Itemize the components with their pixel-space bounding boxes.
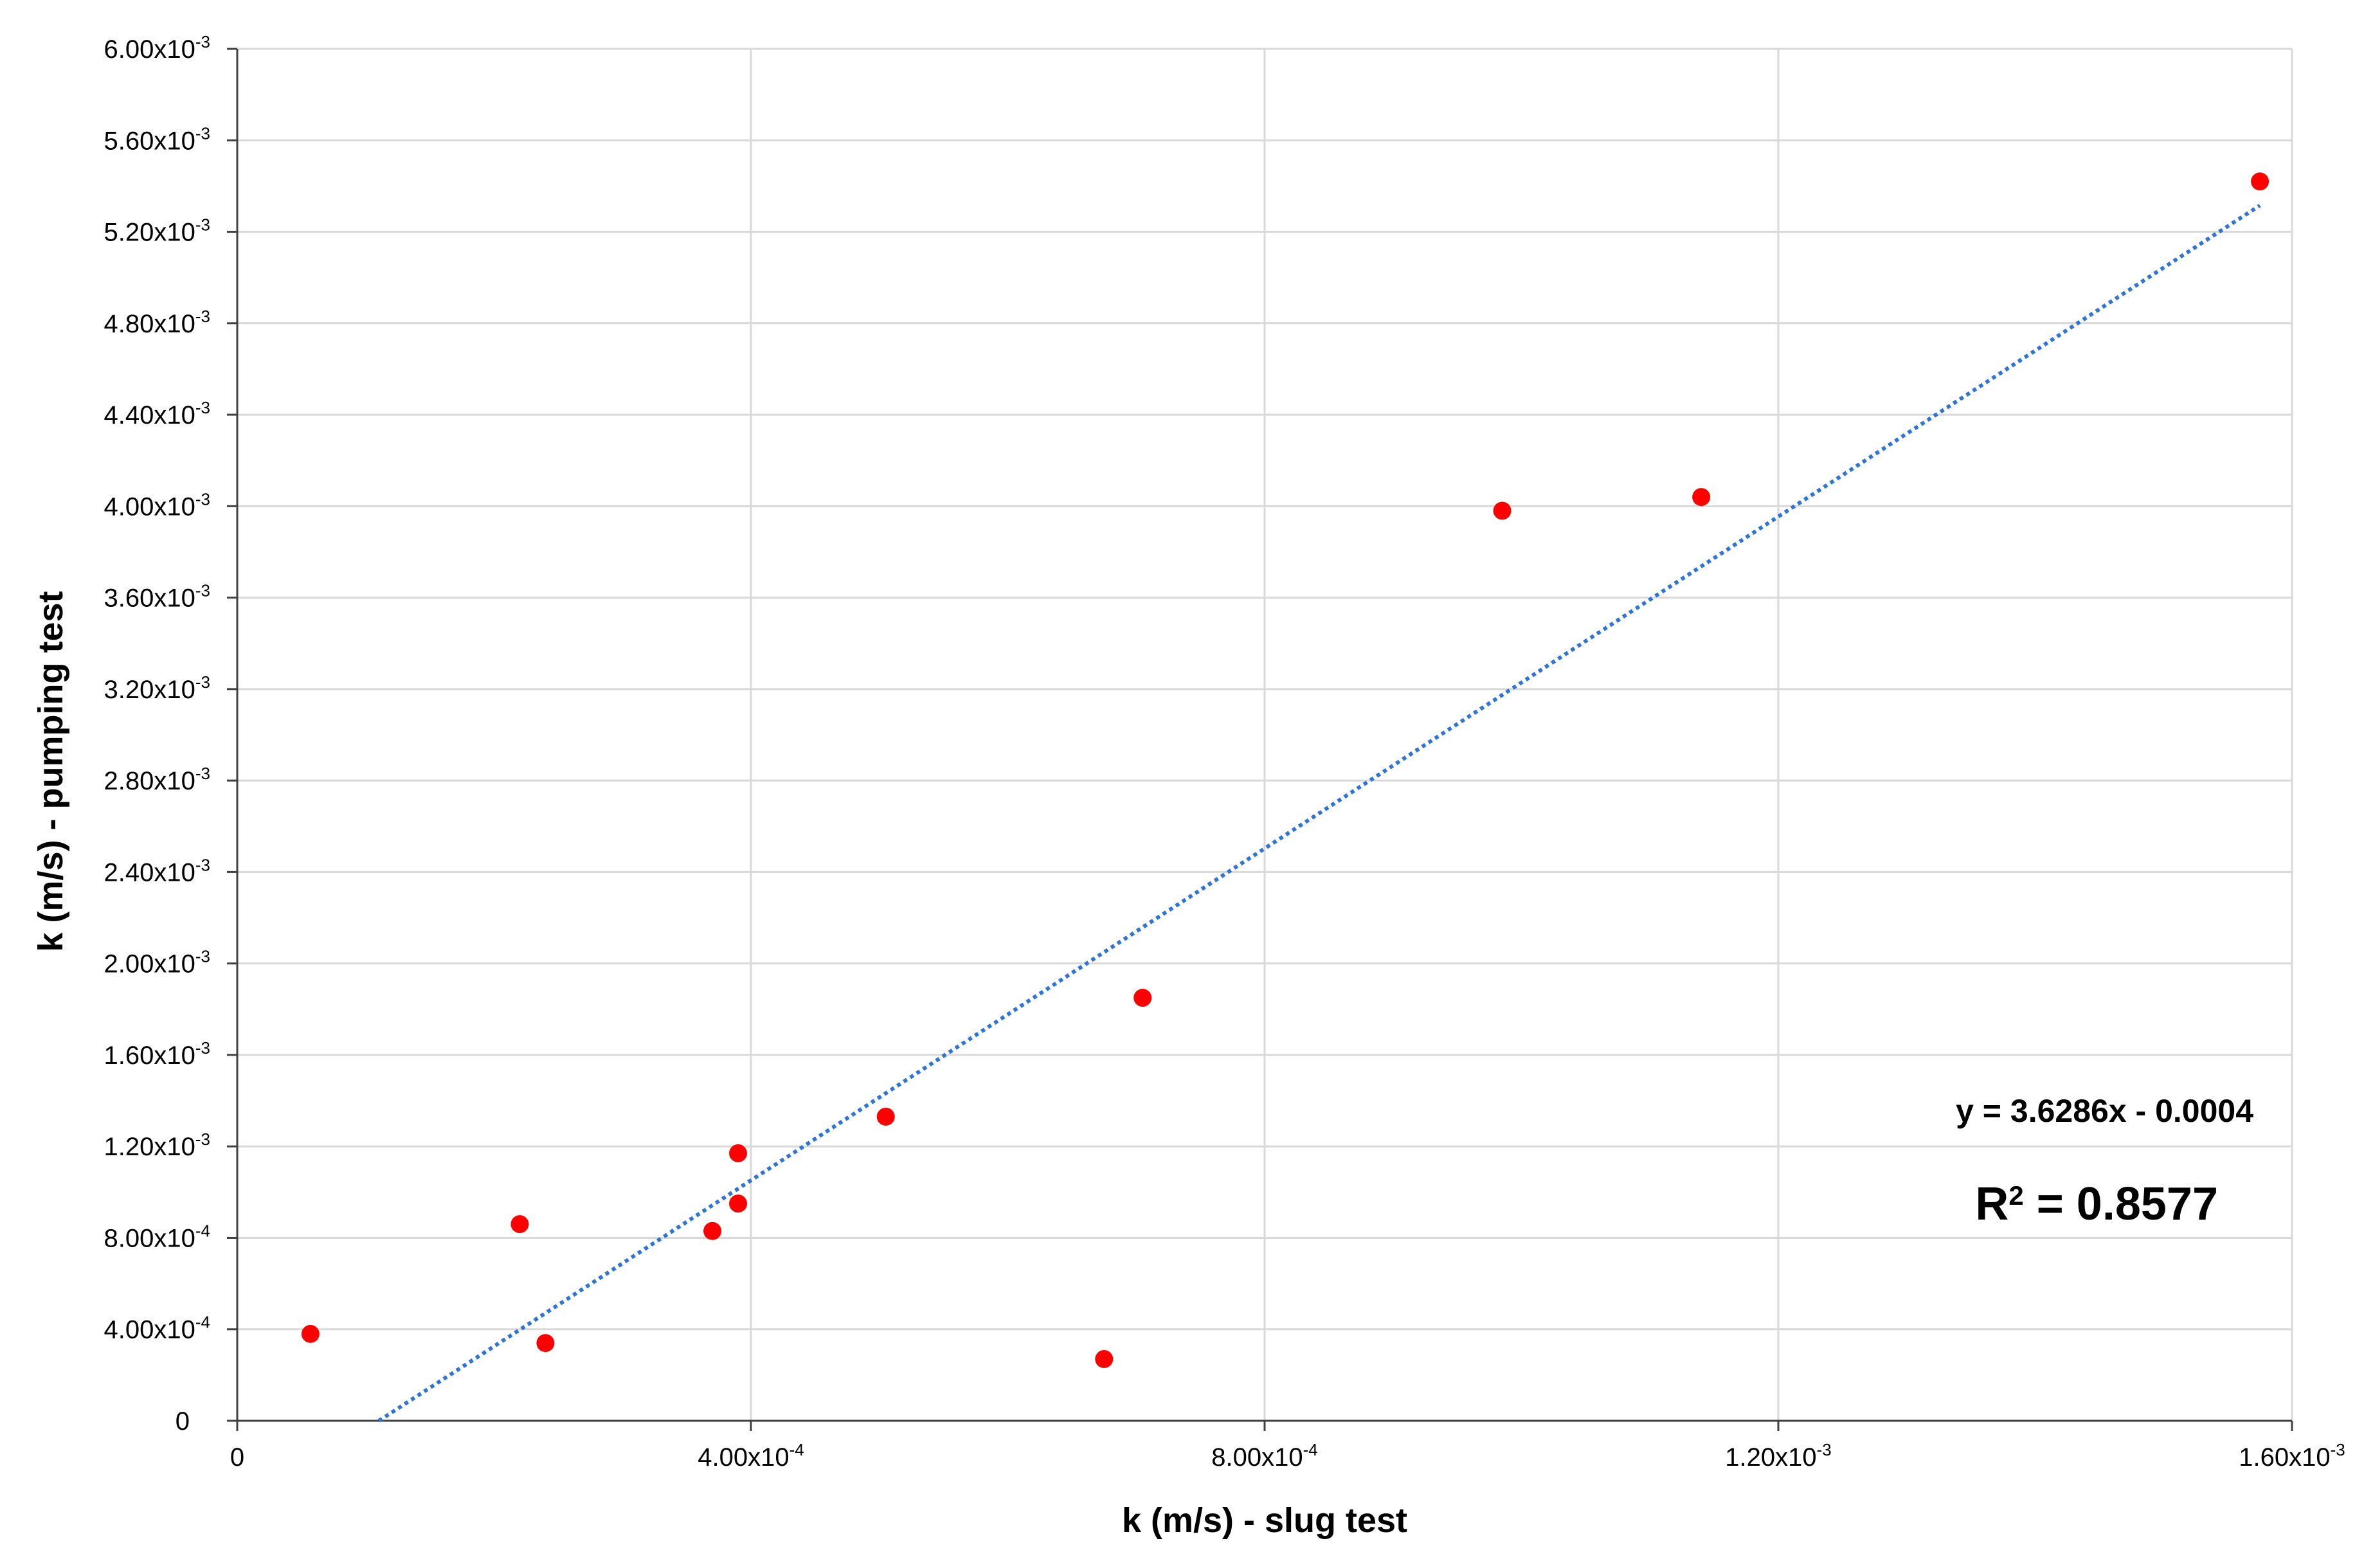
y-tick-exponent: -3: [195, 947, 210, 966]
y-tick-label: 5.20x10-3: [104, 215, 210, 247]
y-tick-mantissa: 2.40x10: [104, 858, 195, 887]
y-tick-label: 4.40x10-3: [104, 398, 210, 429]
y-axis-title: k (m/s) - pumping test: [32, 591, 70, 951]
y-tick-labels: 04.00x10-48.00x10-41.20x10-31.60x10-32.0…: [104, 32, 210, 1436]
data-point: [301, 1324, 320, 1343]
y-tick-label: 2.80x10-3: [104, 764, 210, 795]
data-point: [729, 1194, 748, 1213]
y-tick-exponent: -3: [195, 855, 210, 874]
x-tick-labels: 0 4.00x10-4 8.00x10-4 1.20x10-3 1.60x10-3: [230, 1440, 2345, 1472]
r-squared-value: = 0.8577: [2024, 1178, 2218, 1230]
y-tick-exponent: -3: [195, 1130, 210, 1149]
gridlines: [237, 48, 2293, 1421]
y-tick-label: 1.60x10-3: [104, 1038, 210, 1070]
y-tick-exponent: -3: [195, 581, 210, 600]
y-tick-mantissa: 5.60x10: [104, 127, 195, 155]
y-tick-label: 3.20x10-3: [104, 672, 210, 704]
r-squared-label: R2 = 0.8577: [1975, 1178, 2218, 1230]
x-tick-mantissa: 4.00x10: [698, 1443, 789, 1472]
x-tick-mantissa: 1.60x10: [2239, 1443, 2330, 1472]
y-tick-exponent: -3: [195, 764, 210, 783]
r-squared-superscript: 2: [2008, 1180, 2023, 1211]
data-point: [729, 1144, 748, 1162]
y-tick-mantissa: 3.60x10: [104, 584, 195, 613]
x-tick-label: 0: [230, 1443, 244, 1472]
y-tick-label: 3.60x10-3: [104, 581, 210, 613]
data-point: [1095, 1349, 1114, 1368]
data-point: [703, 1221, 722, 1240]
y-tick-mantissa: 8.00x10: [104, 1224, 195, 1252]
data-point: [536, 1334, 555, 1353]
y-tick-mantissa: 4.00x10: [104, 1316, 195, 1344]
y-tick-exponent: -3: [195, 215, 210, 235]
axes: [227, 48, 2293, 1431]
data-point: [1493, 501, 1511, 520]
data-point: [2251, 172, 2269, 191]
y-tick-mantissa: 1.60x10: [104, 1041, 195, 1070]
y-tick-mantissa: 3.20x10: [104, 676, 195, 704]
r-squared-r: R: [1975, 1178, 2008, 1230]
y-tick-exponent: -3: [195, 32, 210, 51]
x-tick-exponent: -4: [789, 1440, 804, 1459]
y-tick-label: 1.20x10-3: [104, 1130, 210, 1161]
data-point: [510, 1215, 529, 1234]
x-tick-label: 1.60x10-3: [2239, 1440, 2345, 1472]
x-tick-label: 8.00x10-4: [1211, 1440, 1317, 1472]
y-tick-mantissa: 2.00x10: [104, 950, 195, 978]
y-tick-label: 4.00x10-3: [104, 489, 210, 521]
x-tick-label: 4.00x10-4: [698, 1440, 804, 1472]
y-tick-exponent: -3: [195, 1038, 210, 1058]
y-tick-exponent: -4: [195, 1313, 210, 1332]
y-tick-mantissa: 6.00x10: [104, 35, 195, 64]
y-tick-exponent: -3: [195, 672, 210, 692]
y-tick-mantissa: 1.20x10: [104, 1133, 195, 1161]
data-points: [301, 172, 2269, 1368]
y-tick-label: 2.00x10-3: [104, 947, 210, 978]
x-tick-label: 1.20x10-3: [1725, 1440, 1831, 1472]
y-tick-label: 2.40x10-3: [104, 855, 210, 887]
y-tick-mantissa: 4.40x10: [104, 401, 195, 429]
y-tick-label: 4.00x10-4: [104, 1313, 210, 1344]
y-tick-label: 8.00x10-4: [104, 1221, 210, 1252]
x-axis-title: k (m/s) - slug test: [1122, 1501, 1407, 1540]
y-tick-mantissa: 4.00x10: [104, 492, 195, 521]
y-tick-exponent: -3: [195, 307, 210, 326]
y-tick-label: 0: [176, 1407, 190, 1436]
trendline: [377, 204, 2261, 1423]
x-tick-exponent: -3: [1817, 1440, 1832, 1459]
data-point: [1692, 488, 1711, 507]
x-tick-exponent: -3: [2331, 1440, 2345, 1459]
x-tick-mantissa: 0: [230, 1443, 244, 1472]
y-tick-exponent: -3: [195, 123, 210, 143]
x-tick-exponent: -4: [1303, 1440, 1318, 1459]
trendline-equation: y = 3.6286x - 0.0004: [1956, 1093, 2253, 1129]
y-tick-exponent: -3: [195, 398, 210, 417]
x-tick-mantissa: 8.00x10: [1211, 1443, 1303, 1472]
y-tick-exponent: -3: [195, 489, 210, 509]
trendline-layer: [377, 204, 2261, 1423]
y-tick-mantissa: 5.20x10: [104, 219, 195, 247]
y-tick-exponent: -4: [195, 1221, 210, 1240]
y-tick-label: 6.00x10-3: [104, 32, 210, 64]
y-tick-mantissa: 2.80x10: [104, 767, 195, 795]
data-point: [876, 1107, 895, 1126]
x-tick-mantissa: 1.20x10: [1725, 1443, 1816, 1472]
y-tick-label: 4.80x10-3: [104, 307, 210, 338]
y-tick-label: 5.60x10-3: [104, 123, 210, 155]
y-tick-mantissa: 4.80x10: [104, 310, 195, 338]
data-point: [1133, 989, 1152, 1007]
